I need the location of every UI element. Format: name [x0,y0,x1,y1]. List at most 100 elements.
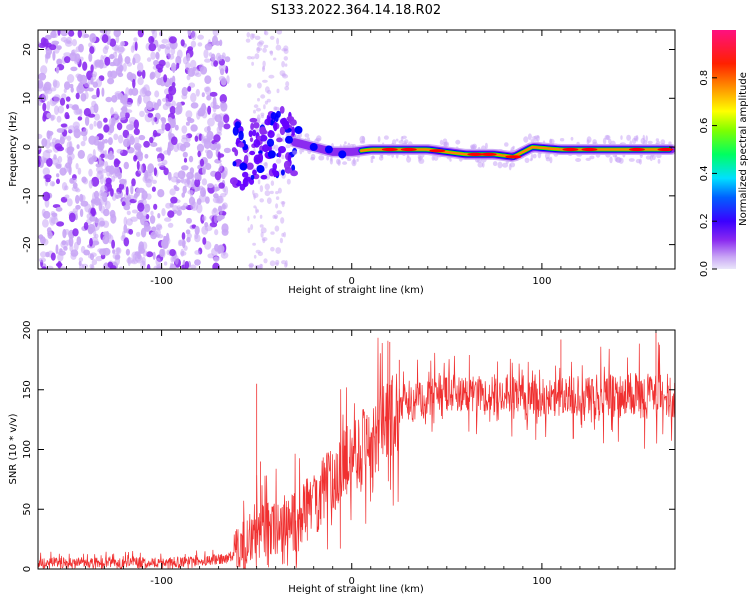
heatmap-noise-blob [137,202,145,212]
heatmap-noise-blob [223,114,230,124]
heatmap-noise-blob [264,161,268,169]
heatmap-noise-blob [139,210,148,218]
heatmap-noise-blob [262,66,265,72]
heatmap-noise-blob [204,222,209,228]
heatmap-noise-blob [108,124,115,134]
heatmap-halo-blob [615,156,622,163]
heatmap-noise-blob [180,251,187,256]
heatmap-noise-blob [164,123,171,132]
heatmap-noise-blob [78,260,82,267]
heatmap-noise-blob [50,216,59,225]
heatmap-noise-blob [187,30,192,37]
heatmap-noise-blob [56,115,62,123]
heatmap-noise-blob [165,43,172,50]
heatmap-noise-blob [190,40,197,48]
heatmap-halo-blob [342,161,348,165]
heatmap-noise-blob [44,53,51,60]
heatmap-peak [562,147,579,152]
heatmap-noise-blob [197,111,205,117]
heatmap-noise-blob [169,249,176,257]
heatmap-noise-blob [126,194,135,200]
heatmap-noise-blob [207,253,215,259]
heatmap-noise-blob [199,185,204,190]
heatmap-noise-blob [88,253,92,259]
heatmap-noise-blob [53,154,57,160]
heatmap-noise-blob [88,42,93,48]
heatmap-noise-blob [126,133,134,143]
heatmap-noise-blob [148,175,154,182]
heatmap-halo-blob [439,139,444,145]
heatmap-noise-blob [100,205,106,214]
heatmap-noise-blob [166,249,170,255]
heatmap-noise-blob [68,212,76,223]
heatmap-noise-blob [181,232,186,241]
heatmap-noise-blob [212,207,217,213]
heatmap-noise-blob [152,129,158,138]
heatmap-noise-blob [113,111,118,119]
heatmap-noise-blob [273,214,279,219]
heatmap-noise-blob [185,229,191,235]
heatmap-noise-blob [212,30,220,37]
heatmap-noise-blob [276,210,283,215]
heatmap-noise-blob [133,119,139,130]
heatmap-noise-blob [219,94,227,104]
heatmap-noise-blob [90,199,98,204]
heatmap-noise-blob [92,192,96,202]
heatmap-noise-blob [38,133,43,139]
heatmap-noise-blob [260,231,264,238]
heatmap-noise-blob [151,115,155,126]
heatmap-halo-blob [509,162,516,168]
heatmap-cluster-peak [267,150,276,159]
heatmap-cluster-blob [280,169,285,176]
heatmap-ytick-label: 10 [22,92,33,105]
heatmap-noise-blob [127,256,131,267]
heatmap-noise-blob [181,165,189,171]
heatmap-noise-blob [109,38,117,47]
heatmap-noise-blob [47,131,53,141]
heatmap-noise-blob [181,134,189,140]
heatmap-noise-blob [185,121,190,126]
heatmap-halo-blob [575,158,582,162]
heatmap-halo-blob [433,155,439,161]
heatmap-cluster-blob [279,126,286,136]
heatmap-noise-blob [111,117,116,127]
heatmap-halo-blob [502,162,509,168]
heatmap-noise-blob [74,58,80,65]
heatmap-noise-blob [211,40,215,46]
heatmap-noise-blob [76,84,85,94]
heatmap-halo-blob [635,134,639,142]
heatmap-peak [505,155,522,159]
heatmap-noise-blob [281,60,285,68]
heatmap-cluster-blob [239,183,246,191]
heatmap-noise-blob [118,266,124,269]
heatmap-noise-blob [107,233,112,239]
heatmap-noise-blob [60,123,68,128]
heatmap-noise-blob [116,64,124,72]
heatmap-noise-blob [131,178,136,187]
heatmap-noise-blob [194,259,201,266]
heatmap-noise-blob [70,66,78,72]
heatmap-halo-blob [530,139,535,143]
heatmap-noise-blob [123,237,130,247]
heatmap-halo-blob [351,159,357,167]
heatmap-noise-blob [146,57,152,62]
heatmap-noise-blob [218,182,225,189]
heatmap-noise-blob [263,104,266,110]
heatmap-noise-blob [136,160,140,171]
heatmap-halo-blob [326,155,329,161]
heatmap-noise-blob [69,244,74,252]
heatmap-cluster-blob [272,163,278,171]
heatmap-halo-blob [406,156,412,163]
heatmap-noise-blob [196,143,205,153]
heatmap-halo-blob [455,139,461,145]
heatmap-noise-blob [194,135,199,142]
heatmap-noise-blob [91,176,100,187]
heatmap-noise-blob [153,167,157,177]
heatmap-noise-blob [59,167,67,176]
heatmap-cluster-blob [243,154,249,164]
heatmap-noise-blob [202,166,206,175]
heatmap-noise-blob [124,101,133,108]
heatmap-noise-blob [52,79,58,88]
heatmap-noise-blob [80,140,86,147]
